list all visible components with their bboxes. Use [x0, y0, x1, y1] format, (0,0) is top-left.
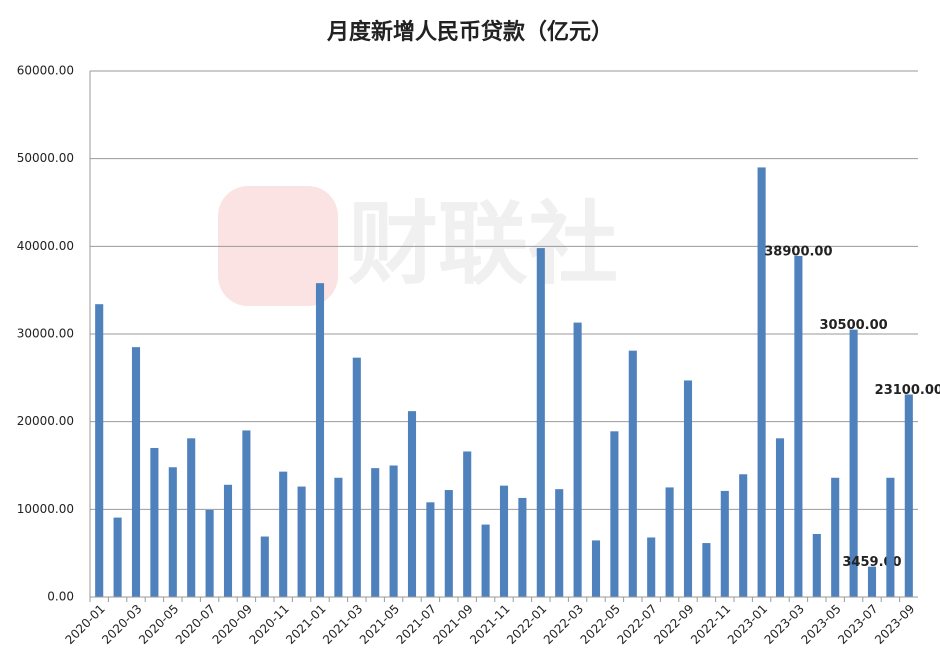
bar: [95, 304, 104, 597]
bar: [315, 283, 325, 597]
bar: [555, 489, 564, 597]
bar: [794, 255, 803, 597]
bar: [242, 430, 251, 597]
bar: [279, 471, 288, 597]
bar: [720, 490, 729, 597]
bar: [205, 509, 214, 597]
bar: [187, 438, 196, 597]
bar: [849, 329, 858, 597]
bar: [407, 411, 417, 597]
data-label: 30500.00: [819, 318, 887, 333]
bar: [352, 357, 361, 597]
bar: [702, 543, 711, 597]
bar: [131, 347, 141, 597]
bar: [867, 566, 877, 597]
bar: [886, 477, 895, 597]
x-tick-label: 2023-09: [872, 602, 917, 647]
bar: [591, 540, 601, 597]
data-label: 23100.00: [875, 383, 940, 398]
y-tick-label: 50000.00: [17, 151, 74, 165]
bar: [113, 517, 122, 597]
bar: [371, 468, 380, 597]
bar: [812, 533, 821, 597]
bar: [426, 502, 435, 597]
bar: [573, 322, 582, 597]
bar: [647, 537, 656, 597]
y-tick-label: 10000.00: [17, 502, 74, 516]
bar: [463, 451, 472, 597]
bar: [444, 490, 453, 597]
watermark: 财联社: [348, 192, 618, 297]
bar: [739, 474, 748, 597]
bar: [904, 394, 913, 597]
bar: [481, 524, 490, 597]
bar: [260, 536, 269, 597]
bar: [665, 487, 674, 597]
y-tick-label: 60000.00: [17, 64, 74, 78]
data-label: 38900.00: [764, 244, 832, 259]
bar: [334, 477, 343, 597]
bar: [168, 467, 177, 597]
y-tick-label: 40000.00: [17, 239, 74, 253]
y-tick-label: 0.00: [47, 590, 74, 604]
bar: [683, 380, 693, 597]
bar: [775, 438, 785, 597]
bar: [150, 447, 159, 597]
bar: [297, 486, 306, 597]
y-tick-label: 30000.00: [17, 327, 74, 341]
bar: [610, 431, 619, 597]
bar: [757, 167, 766, 597]
bar: [223, 484, 233, 597]
y-tick-label: 20000.00: [17, 414, 74, 428]
bar: [628, 350, 637, 597]
chart-title: 月度新增人民币贷款（亿元）: [326, 19, 613, 45]
bar: [389, 465, 398, 597]
bar: [831, 477, 840, 597]
bar: [518, 497, 527, 597]
bar: [499, 485, 509, 597]
bar: [536, 248, 545, 597]
